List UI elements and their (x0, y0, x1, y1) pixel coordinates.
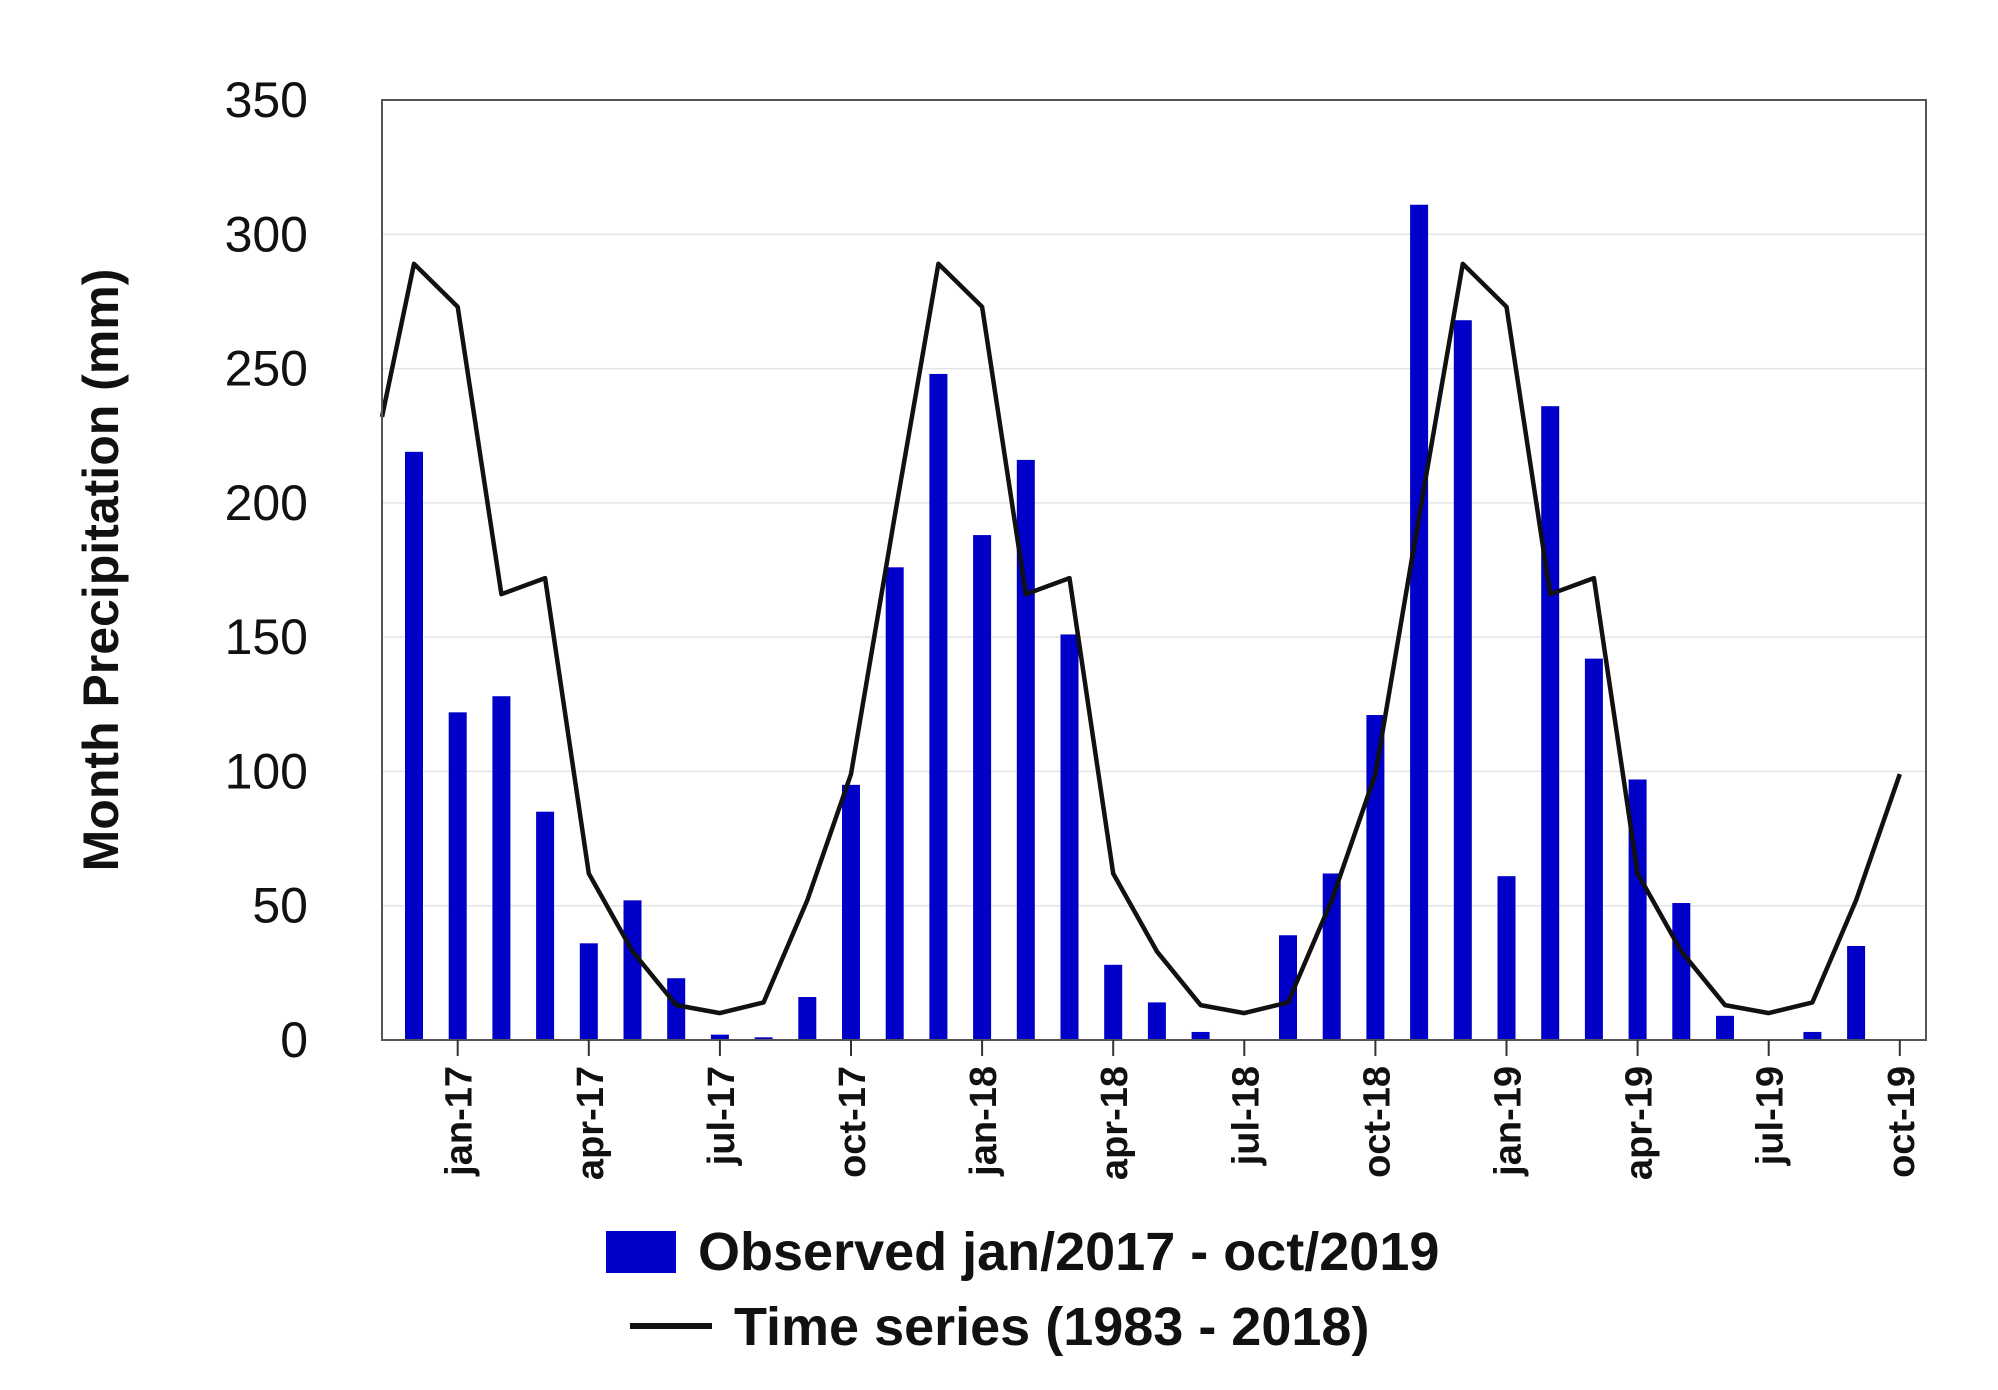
x-tick-label: jul-17 (701, 1066, 743, 1166)
bar (623, 900, 642, 1040)
bar (1453, 320, 1472, 1040)
plot-background (382, 100, 1926, 1040)
bar (1147, 1002, 1166, 1040)
bar (885, 567, 904, 1040)
y-axis-title: Month Precipitation (mm) (73, 269, 129, 872)
bar (448, 712, 467, 1040)
y-tick-label: 200 (225, 475, 308, 531)
y-axis-ticks: 0 50 100 150 200 250 300 350 (225, 72, 308, 1068)
bar (929, 373, 948, 1040)
x-tick-label: jan-19 (1488, 1066, 1530, 1177)
x-tick-label: oct-17 (832, 1066, 874, 1178)
y-tick-label: 350 (225, 72, 308, 128)
y-tick-label: 100 (225, 743, 308, 799)
bar (1541, 406, 1560, 1041)
x-tick-label: apr-18 (1094, 1066, 1136, 1180)
bar (798, 997, 817, 1040)
bar (1366, 715, 1385, 1040)
y-tick-label: 0 (280, 1012, 308, 1068)
y-tick-label: 250 (225, 341, 308, 397)
x-axis-ticks: jan-17 apr-17 jul-17 oct-17 jan-18 apr-18 jul-… (439, 1040, 1923, 1180)
y-tick-label: 150 (225, 609, 308, 665)
x-tick-label: jul-19 (1750, 1066, 1792, 1166)
bar (405, 451, 423, 1040)
legend-label-time-series: Time series (1983 - 2018) (734, 1297, 1369, 1357)
x-tick-label: jul-18 (1225, 1066, 1267, 1166)
gridlines (382, 233, 1926, 907)
bar (1497, 876, 1516, 1040)
bar (754, 1037, 773, 1040)
y-tick-label: 300 (225, 206, 308, 262)
legend-label-observed: Observed jan/2017 - oct/2019 (698, 1222, 1439, 1282)
legend-swatch-observed (606, 1231, 676, 1273)
x-tick-label: apr-17 (570, 1066, 612, 1180)
bar (579, 943, 598, 1040)
bar (1672, 903, 1691, 1040)
bar (492, 696, 511, 1040)
plot-frame (381, 99, 1927, 1041)
x-tick-label: jan-17 (439, 1066, 481, 1177)
line-time-series (379, 261, 1902, 1016)
bar (1279, 935, 1297, 1040)
bar (1584, 658, 1603, 1040)
bar (1060, 634, 1079, 1040)
bar (1716, 1015, 1734, 1040)
line-series-group (379, 261, 1902, 1016)
bar (842, 784, 860, 1040)
bar (536, 811, 555, 1040)
x-tick-label: apr-19 (1619, 1066, 1661, 1180)
bar (1104, 964, 1123, 1040)
bar-series-observed (405, 204, 1866, 1041)
bar (973, 535, 992, 1040)
bar (1016, 459, 1035, 1040)
y-tick-label: 50 (252, 878, 308, 934)
bar (667, 978, 686, 1040)
x-tick-label: oct-18 (1356, 1066, 1398, 1178)
bar (1191, 1031, 1210, 1040)
bar (1803, 1031, 1822, 1040)
bar (710, 1034, 729, 1040)
bar (1847, 946, 1866, 1040)
x-tick-label: oct-19 (1881, 1066, 1923, 1178)
x-tick-label: jan-18 (963, 1066, 1005, 1177)
legend: Observed jan/2017 - oct/2019 Time series… (606, 1222, 1439, 1357)
bar (1410, 204, 1429, 1040)
